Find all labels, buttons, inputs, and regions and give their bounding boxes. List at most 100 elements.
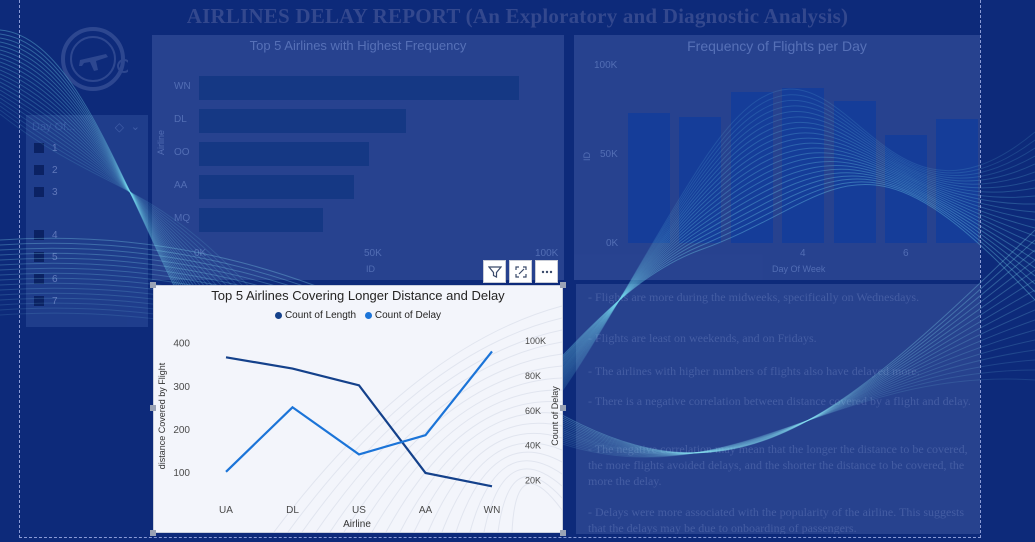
slicer-item-label: 7: [52, 295, 58, 307]
chevron-down-icon[interactable]: ⌄: [130, 121, 140, 133]
distance-delay-chart[interactable]: Top 5 Airlines Covering Longer Distance …: [153, 285, 563, 533]
legend-label: Count of Length: [284, 310, 357, 321]
canvas-border: [19, 0, 981, 538]
resize-handle[interactable]: [560, 405, 566, 411]
slicer-item-label: 6: [52, 273, 58, 285]
resize-handle[interactable]: [560, 282, 566, 288]
resize-handle[interactable]: [150, 530, 156, 536]
slicer-item[interactable]: 3: [34, 185, 58, 199]
eraser-icon[interactable]: ◇: [114, 120, 124, 134]
x-tick: WN: [484, 505, 501, 516]
bar[interactable]: [885, 135, 927, 243]
slicer-item[interactable]: 2: [34, 163, 58, 177]
frequency-per-day-title: Frequency of Flights per Day: [687, 38, 867, 54]
more-options-icon[interactable]: [535, 260, 558, 283]
bar[interactable]: [679, 117, 722, 243]
slicer-item-label: 4: [52, 229, 58, 241]
x-tick: 4: [800, 248, 806, 259]
visual-toolbar: [483, 260, 558, 283]
y-tick-right: 40K: [525, 441, 541, 451]
bar[interactable]: [199, 109, 407, 133]
y-tick-right: 80K: [525, 371, 541, 381]
top5-frequency-panel[interactable]: Top 5 Airlines with Highest Frequency Ai…: [152, 35, 564, 280]
filter-icon[interactable]: [483, 260, 506, 283]
airplane-logo-icon: [61, 27, 128, 91]
slicer-item-label: 3: [52, 186, 58, 198]
resize-handle[interactable]: [560, 530, 566, 536]
legend-label: Count of Delay: [374, 310, 442, 321]
bar[interactable]: [730, 91, 773, 243]
insight-line: - There is a negative correlation betwee…: [588, 394, 971, 408]
combo-chart-plot: 400 300 200 100 100K 80K 60K 40K 20K UA DL US AA WN Ai…: [157, 305, 562, 532]
y-axis-label-right: Count of Delay: [550, 386, 560, 446]
series-line-length: [225, 356, 493, 488]
slicer-item[interactable]: 6: [34, 272, 58, 286]
bar[interactable]: [936, 118, 979, 243]
insights-text-box[interactable]: - Flights are more during the midweeks, …: [576, 284, 980, 534]
y-tick-right: 100K: [525, 336, 546, 346]
checkbox[interactable]: [34, 230, 44, 240]
y-axis-label-left: distance Covered by Flight: [157, 362, 167, 469]
freq-bars: [624, 63, 980, 243]
y-tick-right: 20K: [525, 476, 541, 486]
y-tick-right: 60K: [525, 406, 541, 416]
x-tick: AA: [419, 505, 433, 516]
bar[interactable]: [199, 142, 369, 166]
checkbox[interactable]: [34, 296, 44, 306]
x-tick: 50K: [364, 248, 382, 259]
legend-item[interactable]: Count of Length: [274, 310, 357, 321]
y-tick: DL: [174, 114, 187, 125]
slicer-item[interactable]: 5: [34, 250, 58, 264]
freq-xlabel: Day Of Week: [772, 264, 826, 274]
top5-frequency-title: Top 5 Airlines with Highest Frequency: [249, 38, 467, 53]
bar[interactable]: [199, 76, 519, 100]
y-tick-left: 300: [173, 382, 190, 393]
y-tick: AA: [174, 180, 188, 191]
x-tick: 100K: [535, 248, 559, 259]
chart-legend: Count of Length Count of Delay: [154, 310, 562, 321]
bar[interactable]: [833, 100, 876, 243]
checkbox[interactable]: [34, 252, 44, 262]
x-tick: 6: [903, 248, 909, 259]
x-axis-label: Airline: [343, 519, 371, 530]
y-tick-left: 400: [173, 339, 190, 350]
series-line-delay: [225, 350, 493, 473]
bar[interactable]: [628, 113, 670, 243]
slicer-item[interactable]: 1: [34, 141, 58, 155]
checkbox[interactable]: [34, 187, 44, 197]
resize-handle[interactable]: [150, 282, 156, 288]
legend-item[interactable]: Count of Delay: [364, 310, 442, 321]
resize-handle[interactable]: [150, 405, 156, 411]
slicer-item-label: 1: [52, 142, 58, 154]
y-tick: 50K: [600, 149, 618, 160]
y-tick: MQ: [174, 213, 191, 224]
frequency-per-day-panel[interactable]: Frequency of Flights per Day 100K 50K 0K…: [574, 35, 980, 280]
slicer-title: Day Of...: [32, 121, 76, 133]
x-tick: UA: [219, 505, 233, 516]
x-tick: US: [352, 505, 366, 516]
bar[interactable]: [199, 175, 354, 199]
slicer-item-label: 5: [52, 251, 58, 263]
report-title: AIRLINES DELAY REPORT (An Exploratory an…: [186, 4, 849, 28]
bar[interactable]: [782, 88, 825, 243]
y-tick: 0K: [606, 238, 619, 249]
slicer-item[interactable]: 4: [34, 228, 58, 242]
slicer-item-label: 2: [52, 164, 58, 176]
checkbox[interactable]: [34, 165, 44, 175]
insight-line: - Flights are more during the midweeks, …: [588, 290, 920, 304]
y-tick-left: 100: [173, 468, 190, 479]
top5-xlabel: ID: [366, 264, 375, 274]
x-tick: DL: [286, 505, 299, 516]
insight-line: - Flights are least on weekends, and on …: [588, 331, 817, 345]
chart-title: Top 5 Airlines Covering Longer Distance …: [211, 288, 505, 303]
insight-line: - The negative correlation may mean that…: [588, 442, 968, 488]
y-tick: 100K: [594, 60, 618, 71]
day-of-week-slicer[interactable]: Day Of... ◇ ⌄ 1 2 3 4 5 6 7: [26, 115, 148, 327]
bar[interactable]: [199, 208, 324, 232]
checkbox[interactable]: [34, 274, 44, 284]
checkbox[interactable]: [34, 143, 44, 153]
y-tick-left: 200: [173, 425, 190, 436]
focus-mode-icon[interactable]: [509, 260, 532, 283]
slicer-item[interactable]: 7: [34, 294, 58, 308]
